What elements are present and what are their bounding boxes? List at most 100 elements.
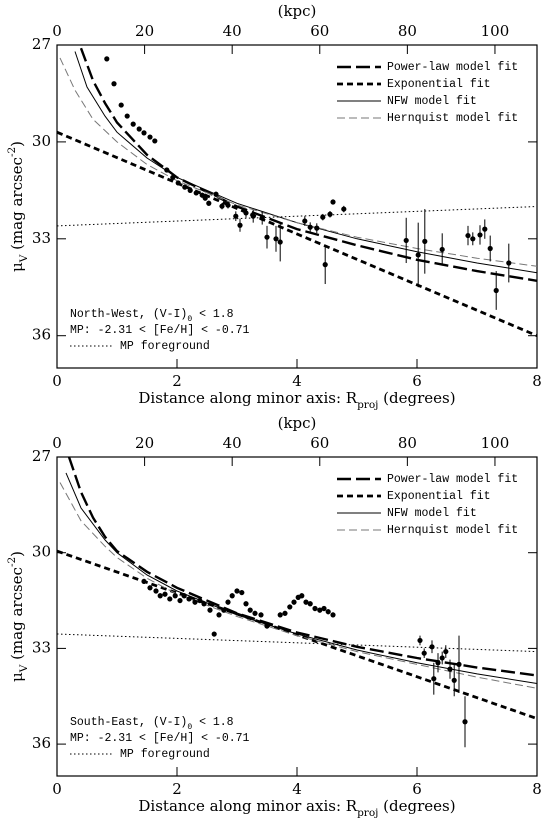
y-tick-label: 36 [32,734,51,752]
data-point [207,607,213,613]
y-axis-label-mid: (mag arcsec [8,567,26,665]
data-point [239,589,245,596]
data-point [307,224,313,230]
y-tick-label: 27 [32,35,51,53]
data-point [175,180,181,186]
data-point [164,167,170,173]
legend-label: Power-law model fit [387,61,518,74]
data-point [237,222,243,228]
data-point [243,601,249,607]
data-point [487,245,493,252]
data-point [322,262,328,268]
y-axis-label-sup: -2 [6,557,18,567]
x2-tick-label: 40 [223,434,242,452]
data-point [493,287,499,294]
data-point [167,596,173,602]
data-point [206,200,212,206]
data-point [136,126,142,132]
data-point [327,211,333,217]
y-tick-label: 30 [32,132,51,150]
data-point [417,637,423,644]
data-point [264,623,270,629]
data-point [153,588,159,594]
x2-axis-label: (kpc) [278,414,317,432]
data-point [141,130,147,136]
data-point [314,225,320,231]
data-point [439,655,445,661]
y-axis-label-main: μ [8,672,26,682]
legend-label: Power-law model fit [387,473,518,486]
y-tick-label: 33 [32,638,51,656]
y-tick-label: 33 [32,229,51,247]
legend-label: Hernquist model fit [387,112,518,125]
data-point [216,612,222,618]
data-point [124,113,130,119]
annotation-tail: < 1.8 [192,716,234,729]
x-axis-label-tail: (degrees) [378,797,455,815]
x2-axis-label: (kpc) [278,2,317,20]
data-point [302,218,308,224]
data-point [451,677,457,683]
data-point [422,238,428,244]
x-tick-label: 8 [532,780,542,798]
data-point [258,612,264,618]
data-point [325,609,331,615]
data-point [321,605,327,612]
data-point [130,121,136,127]
x-axis-label: Distance along minor axis: Rproj (degree… [138,389,455,411]
annotation-sub: 0 [187,723,192,732]
data-point [439,246,445,253]
data-point [299,593,305,599]
data-point [141,578,147,585]
data-point [291,599,297,605]
data-point [470,236,476,242]
annotation-main: South-East, (V-I) [70,716,187,729]
model-line [79,47,537,282]
x-tick-label: 6 [412,780,422,798]
data-point [443,648,449,655]
x2-tick-label: 100 [481,434,510,452]
data-point [219,203,225,209]
x2-tick-label: 0 [52,434,62,452]
data-point [147,585,153,591]
x-tick-label: 0 [52,780,62,798]
data-point [429,644,435,650]
x-axis-label-sub: proj [357,399,378,411]
annotation: North-West, (V-I)0 < 1.8 [70,308,234,324]
data-point [229,593,235,599]
y-tick-label: 27 [32,447,51,465]
data-point [317,607,323,613]
data-point [170,174,176,181]
x2-tick-label: 40 [223,22,242,40]
data-point [162,591,168,597]
y-tick-label: 30 [32,543,51,561]
data-point [213,191,219,197]
data-point [303,599,309,605]
annotation-main: MP: -2.31 < [Fe/H] < -0.71 [70,732,250,745]
x-axis-label-main: Distance along minor axis: R [138,797,357,815]
model-line [67,457,537,677]
annotation-main: MP: -2.31 < [Fe/H] < -0.71 [70,324,250,337]
data-point [312,605,318,612]
model-line [59,482,537,689]
data-point [181,593,187,599]
legend-label: Hernquist model fit [387,524,518,537]
data-point [172,593,178,599]
data-point [341,206,347,212]
data-point [287,604,293,610]
data-point [462,719,468,725]
data-point [193,190,199,196]
data-point [435,660,441,666]
data-point [152,138,158,144]
data-point [225,202,231,208]
legend-label: MP foreground [120,748,210,761]
model-line [57,130,537,337]
x2-tick-label: 60 [310,22,329,40]
x2-tick-label: 80 [398,434,417,452]
legend-label: NFW model fit [387,95,477,108]
data-point [477,232,483,238]
data-point [233,213,239,219]
y-axis-label-main: μ [8,262,26,272]
data-point [243,210,249,216]
data-point [104,56,110,62]
